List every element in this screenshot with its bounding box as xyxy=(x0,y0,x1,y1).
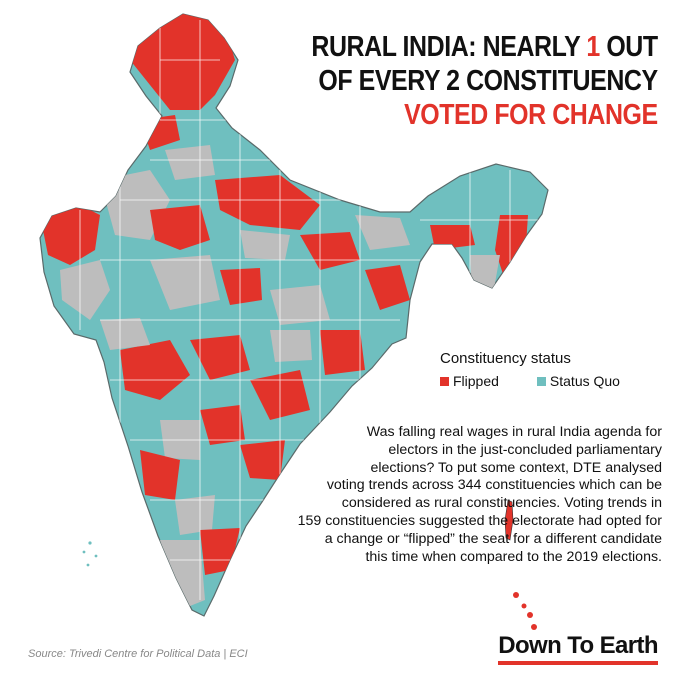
body-line: considered as rural constituencies. Voti… xyxy=(341,495,662,512)
body-paragraph: Was falling real wages in rural India ag… xyxy=(262,424,662,566)
legend-item-status-quo: Status Quo xyxy=(536,373,620,389)
region-non-rural xyxy=(60,260,110,320)
body-line: elections? To put some context, DTE anal… xyxy=(370,459,662,476)
region-flipped xyxy=(320,330,365,375)
region-non-rural xyxy=(470,255,500,300)
region-non-rural xyxy=(100,318,150,350)
lakshadweep-islands xyxy=(82,541,98,567)
region-non-rural xyxy=(240,230,290,260)
headline-part: RURAL INDIA: NEARLY xyxy=(311,31,587,63)
headline-highlight: 1 xyxy=(586,31,601,63)
legend: Constituency status Flipped Status Quo xyxy=(440,350,620,389)
brand-logo: Down To Earth xyxy=(498,632,659,665)
status-quo-swatch-icon xyxy=(536,376,546,386)
body-line: 159 constituencies suggested the elector… xyxy=(297,512,662,529)
body-line: Was falling real wages in rural India ag… xyxy=(366,424,662,440)
legend-title: Constituency status xyxy=(440,350,571,367)
region-flipped xyxy=(215,175,320,230)
region-flipped xyxy=(140,450,180,500)
flipped-swatch-icon xyxy=(440,376,449,386)
andaman-nicobar-islands xyxy=(504,499,537,630)
legend-label: Flipped xyxy=(453,373,499,389)
region-non-rural xyxy=(270,285,330,325)
region-flipped xyxy=(365,265,410,310)
region-non-rural xyxy=(165,145,215,180)
region-flipped xyxy=(240,440,285,480)
headline-part: OUT xyxy=(600,31,659,63)
legend-item-flipped: Flipped xyxy=(440,373,499,389)
body-line: a change or “flipped” the seat for a dif… xyxy=(324,530,662,547)
region-flipped xyxy=(150,205,210,250)
legend-label: Status Quo xyxy=(549,373,620,389)
region-non-rural xyxy=(355,215,410,250)
source-credit: Source: Trivedi Centre for Political Dat… xyxy=(28,648,248,660)
body-line: electors in the just-concluded parliamen… xyxy=(388,441,662,458)
region-non-rural xyxy=(270,330,312,362)
region-flipped xyxy=(190,335,250,380)
region-flipped xyxy=(40,205,100,265)
region-flipped xyxy=(430,225,475,250)
region-flipped xyxy=(300,232,360,270)
headline-line-2: OF EVERY 2 CONSTITUENCY xyxy=(318,65,659,97)
headline: RURAL INDIA: NEARLY 1 OUT OF EVERY 2 CON… xyxy=(311,30,659,132)
region-flipped xyxy=(120,340,190,400)
region-flipped xyxy=(200,528,240,575)
constituency-boundaries xyxy=(79,20,540,600)
headline-line-3: VOTED FOR CHANGE xyxy=(404,99,658,131)
region-flipped xyxy=(200,405,245,445)
region-non-rural xyxy=(150,255,220,310)
region-non-rural xyxy=(175,495,215,535)
body-line: voting trends across 344 constituencies … xyxy=(326,477,662,494)
body-line: this time when compared to the 2019 elec… xyxy=(365,548,662,565)
region-non-rural xyxy=(160,540,205,610)
region-flipped xyxy=(220,268,262,305)
